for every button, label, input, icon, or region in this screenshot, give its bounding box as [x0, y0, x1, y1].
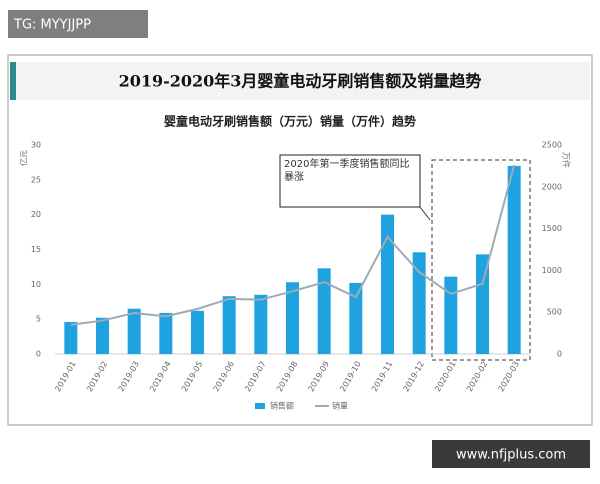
line [70, 164, 516, 326]
bar [286, 282, 299, 354]
y2-tick-label: 2500 [542, 141, 562, 150]
y2-tick-label: 500 [547, 308, 562, 317]
annotation-box [279, 154, 421, 208]
y2-tick-label: 1000 [542, 266, 562, 275]
bar [317, 268, 331, 354]
bar [381, 214, 394, 354]
chart-title: 2019-2020年3月婴童电动牙刷销售额及销量趋势 [119, 72, 482, 91]
watermark: www.nfjplus.com [456, 448, 566, 463]
y-tick-label: 10 [31, 280, 41, 289]
y-tick-label: 25 [31, 175, 41, 184]
bar [191, 310, 204, 354]
annotation: 2020年第一季度销售额同比暴涨 [284, 159, 410, 183]
annotation-arrow [419, 206, 431, 221]
bar [159, 312, 173, 354]
bar [254, 294, 268, 354]
y-tick-label: 30 [31, 141, 41, 150]
bar [127, 308, 141, 354]
bar [349, 282, 363, 354]
bar [412, 252, 426, 354]
y2-tick-label: 0 [557, 350, 562, 359]
watermark: TG: MYYJJPP [13, 18, 91, 33]
y-axis-label: 亿元 [19, 150, 29, 166]
title-band [10, 62, 590, 100]
legend-label: 销量 [332, 401, 348, 411]
title-accent [10, 62, 16, 100]
bar [96, 317, 109, 354]
bar [507, 165, 521, 354]
y-tick-label: 0 [36, 350, 41, 359]
y2-tick-label: 2000 [542, 182, 562, 191]
y-tick-label: 20 [31, 210, 41, 219]
watermark-box [8, 10, 148, 38]
y2-axis-label: 万件 [562, 152, 572, 168]
bar [444, 276, 458, 354]
y-tick-label: 15 [31, 245, 41, 254]
y-tick-label: 5 [36, 315, 41, 324]
y2-tick-label: 1500 [542, 224, 562, 233]
bar [64, 321, 78, 354]
chart-subtitle: 婴童电动牙刷销售额（万元）销量（万件）趋势 [164, 114, 416, 129]
bar [476, 254, 489, 354]
watermark-box [432, 440, 590, 468]
bar [222, 296, 236, 354]
annotation-holder: 2020年第一季度销售额同比暴涨 [284, 159, 410, 183]
legend-label: 销售额 [270, 401, 294, 411]
highlight-box [431, 159, 531, 361]
legend-swatch [255, 403, 265, 409]
